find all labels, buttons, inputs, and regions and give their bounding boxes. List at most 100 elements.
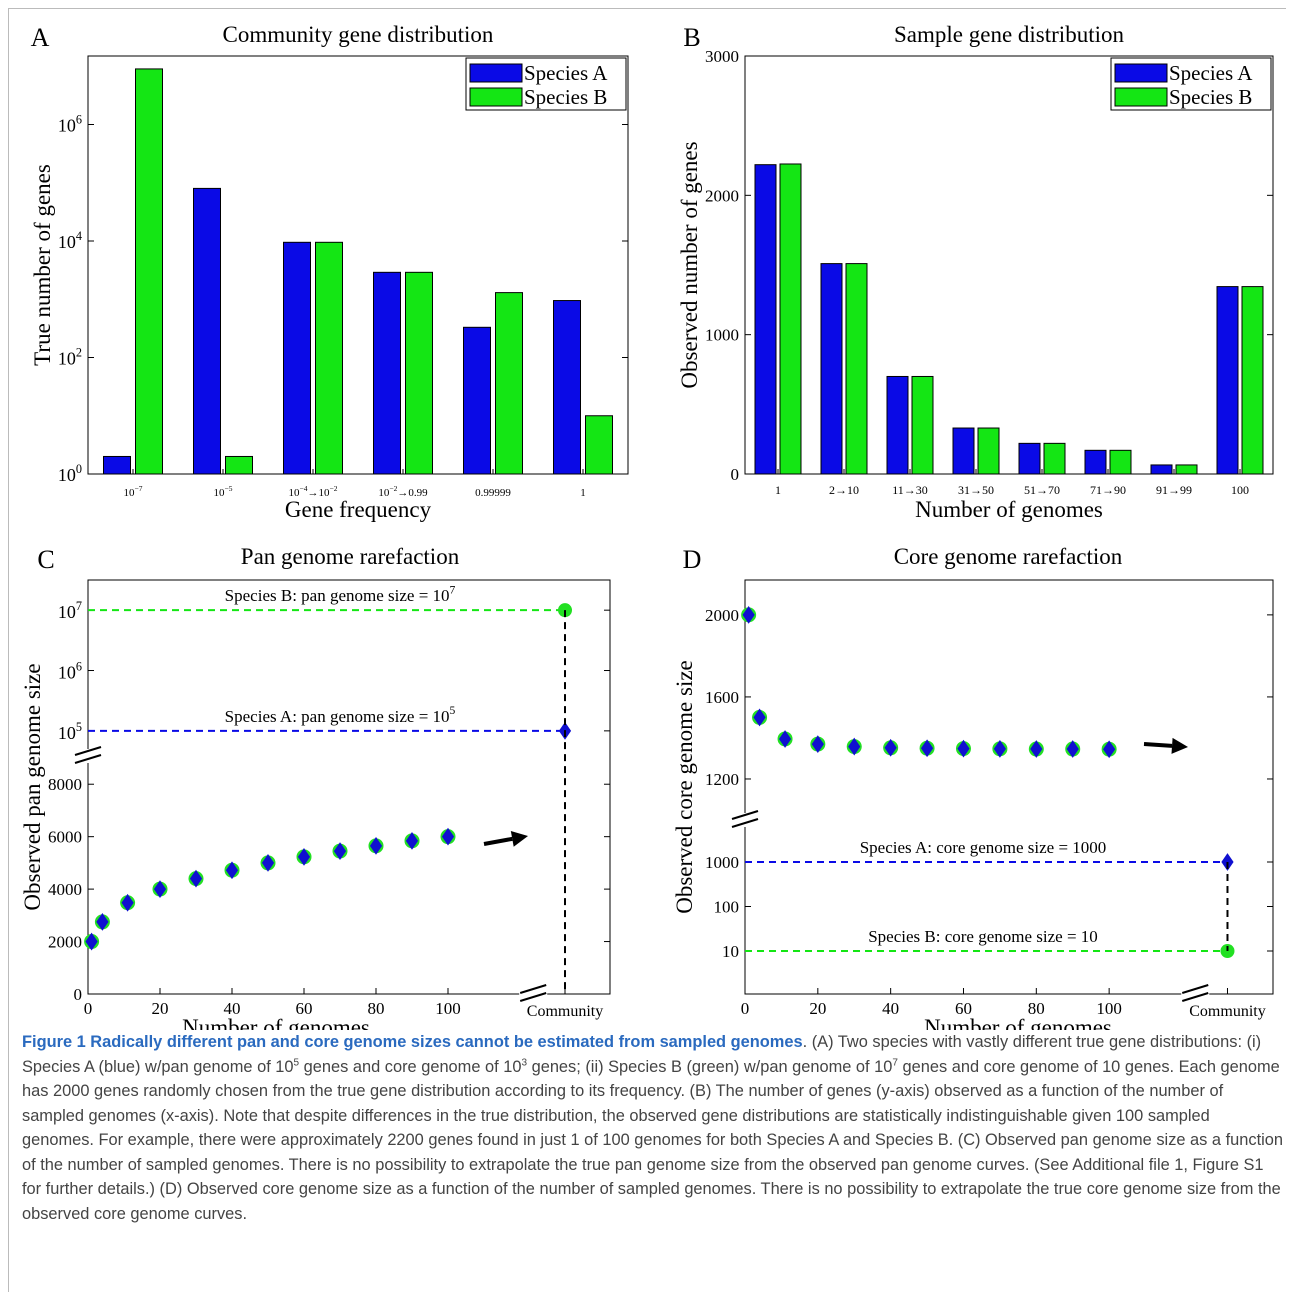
panel-b-bar-0-7 xyxy=(1216,286,1239,475)
panel-a-xtick-label-4-base: 0.99999 xyxy=(475,487,511,499)
panel-b-axes xyxy=(744,55,1274,475)
panel-a-bar-1-4 xyxy=(495,292,523,475)
panel-c-ybreak-stroke-1 xyxy=(74,746,102,756)
panel-d-xtick-label-0: 0 xyxy=(741,999,750,1018)
panel-d-ytick-lower-label-0: 10 xyxy=(722,942,739,961)
panel-c-arrow-shaft xyxy=(483,836,513,846)
panel-b-legend-label-1: Species B xyxy=(1169,85,1252,109)
panel-c-xtick-label-community: Community xyxy=(527,1003,603,1020)
panel-a-xtick-label-1: 10−5 xyxy=(214,484,233,499)
panel-c-xtick-label-2: 40 xyxy=(224,999,241,1018)
panel-c-point-2-diamond xyxy=(121,893,134,912)
panel-d-point-7-diamond xyxy=(957,739,970,758)
panel-c-refline-label-1-base: Species A: pan genome size = 10 xyxy=(225,707,450,726)
panel-a-ytick-label-2-exp: 4 xyxy=(76,229,82,243)
panel-c-xtick-label-4: 80 xyxy=(368,999,385,1018)
panel-a-bar-0-1 xyxy=(193,187,221,475)
panel-a-bar-0-5 xyxy=(553,300,581,475)
panel-c-point-5-diamond xyxy=(225,861,239,880)
panel-c-refline-label-1-exp: 5 xyxy=(450,704,456,717)
panel-b-ylabel: Observed number of genes xyxy=(677,141,702,388)
panel-c-xbreak xyxy=(519,984,548,1002)
figure-charts: A Community gene distribution100102104106… xyxy=(20,22,1274,1030)
panel-d-title: Core genome rarefaction xyxy=(894,544,1123,569)
panel-c-refline-label-0-exp: 7 xyxy=(450,584,456,597)
panel-d-point-10-diamond xyxy=(1066,740,1079,758)
panel-d-point-8-diamond xyxy=(993,739,1007,758)
figure-caption: Figure 1 Radically different pan and cor… xyxy=(22,1030,1284,1226)
panel-d-point-1-diamond xyxy=(753,708,766,727)
panel-c-ytick-label-2: 4000 xyxy=(48,880,82,899)
panel-a-axes xyxy=(87,55,629,475)
panel-b-legend-label-0: Species A xyxy=(1169,61,1253,85)
panel-a-bar-0-0 xyxy=(103,455,131,475)
caption-text-3: genes; (ii) Species B (green) w/pan geno… xyxy=(527,1057,893,1076)
panel-c-ytick-label-3: 6000 xyxy=(48,828,82,847)
panel-a-xtick-label-0: 10−7 xyxy=(124,484,143,499)
panel-a-bar-1-5 xyxy=(585,415,613,475)
panel-c-ytick-upper-label-0: 105 xyxy=(58,720,82,743)
panel-a-ytick-label-0-base: 10 xyxy=(58,465,76,485)
panel-d-ytick-lower-label-1: 100 xyxy=(714,898,740,917)
panel-c-refline-label-0: Species B: pan genome size = 107 xyxy=(225,584,456,606)
panel-a-xtick-label-5: 1 xyxy=(580,487,586,499)
panel-a-xtick-label-2: 10−4→10−2 xyxy=(289,484,338,499)
panel-c-refline-label-1: Species A: pan genome size = 105 xyxy=(225,704,456,726)
panel-b-xtick-label-6: 91→99 xyxy=(1156,483,1192,497)
panel-a-xtick-label-0-exp: −7 xyxy=(135,484,143,493)
panel-c-ytick-upper-label-2: 107 xyxy=(58,599,82,622)
panel-a-xtick-label-2-tail: →10 xyxy=(308,487,331,499)
panel-d-point-5-diamond xyxy=(884,738,897,757)
panel-c-point-8-diamond xyxy=(333,842,347,860)
panel-b-bar-0-1 xyxy=(820,263,843,475)
panel-b-bar-1-3 xyxy=(977,427,1000,475)
figure-frame xyxy=(8,8,1286,1292)
panel-b-bar-1-1 xyxy=(845,263,868,475)
panel-b-ytick-label-1: 1000 xyxy=(705,326,739,345)
panel-d-ytick-label-1: 1600 xyxy=(705,688,739,707)
panel-d-xtick-label-3: 60 xyxy=(955,999,972,1018)
panel-a-ytick-label-3: 106 xyxy=(58,112,82,135)
panel-a-ytick-label-2: 104 xyxy=(58,229,82,252)
panel-c-letter: C xyxy=(37,545,54,574)
caption-exp-3: 7 xyxy=(892,1057,898,1069)
panel-c-ytick-upper-label-1-base: 10 xyxy=(58,663,76,683)
panel-c-refline-label-0-base: Species B: pan genome size = 10 xyxy=(225,586,450,605)
panel-a-legend-swatch-0 xyxy=(469,63,523,83)
caption-lead: Figure 1 Radically different pan and cor… xyxy=(22,1033,803,1051)
panel-c-xtick-label-0: 0 xyxy=(84,999,93,1018)
panel-c-ytick-label-4: 8000 xyxy=(48,775,82,794)
panel-a-ytick-label-0: 100 xyxy=(58,462,82,485)
panel-d-point-6-diamond xyxy=(920,739,934,758)
panel-c-ytick-label-1: 2000 xyxy=(48,933,82,952)
panel-d-xtick-label-community: Community xyxy=(1189,1003,1265,1020)
panel-c-ybreak xyxy=(74,746,102,764)
panel-d-point-0-diamond xyxy=(742,605,755,624)
panel-c-title: Pan genome rarefaction xyxy=(241,544,460,569)
panel-d-arrow-head xyxy=(1171,737,1188,754)
panel-b-xlabel: Number of genomes xyxy=(915,497,1103,522)
panel-a-xtick-label-3: 10−2→0.99 xyxy=(378,484,428,499)
panel-c-xtick-label-1: 20 xyxy=(152,999,169,1018)
panel-a-legend-label-0: Species A xyxy=(524,61,608,85)
panel-c-ytick-upper-label-1-exp: 6 xyxy=(76,659,82,673)
caption-exp-2: 3 xyxy=(521,1057,528,1069)
panel-d-xtick-label-4: 80 xyxy=(1028,999,1045,1018)
panel-a-xtick-label-3-base: 10 xyxy=(378,487,390,499)
panel-a-bar-1-3 xyxy=(405,271,433,475)
panel-a-xtick-label-1-exp: −5 xyxy=(225,484,233,493)
panel-b-xtick-label-5: 71→90 xyxy=(1090,483,1126,497)
panel-a-legend-label-1: Species B xyxy=(524,85,607,109)
panel-c-point-3-diamond xyxy=(153,880,167,898)
panel-c-ytick-upper-label-2-exp: 7 xyxy=(76,599,82,613)
caption-text-2: genes and core genome of 10 xyxy=(299,1057,522,1076)
panel-b-xtick-label-3: 31→50 xyxy=(958,483,994,497)
panel-b-bar-0-4 xyxy=(1018,442,1041,475)
panel-b-xtick-label-0: 1 xyxy=(775,483,781,497)
panel-b-bar-0-6 xyxy=(1150,464,1173,475)
panel-b-xtick-label-4: 51→70 xyxy=(1024,483,1060,497)
panel-d-xtick-label-5: 100 xyxy=(1096,999,1122,1018)
panel-a-xtick-label-1-base: 10 xyxy=(214,487,226,499)
panel-d-ybreak-stroke-2 xyxy=(731,818,759,828)
panel-c-point-0-diamond xyxy=(85,932,98,951)
